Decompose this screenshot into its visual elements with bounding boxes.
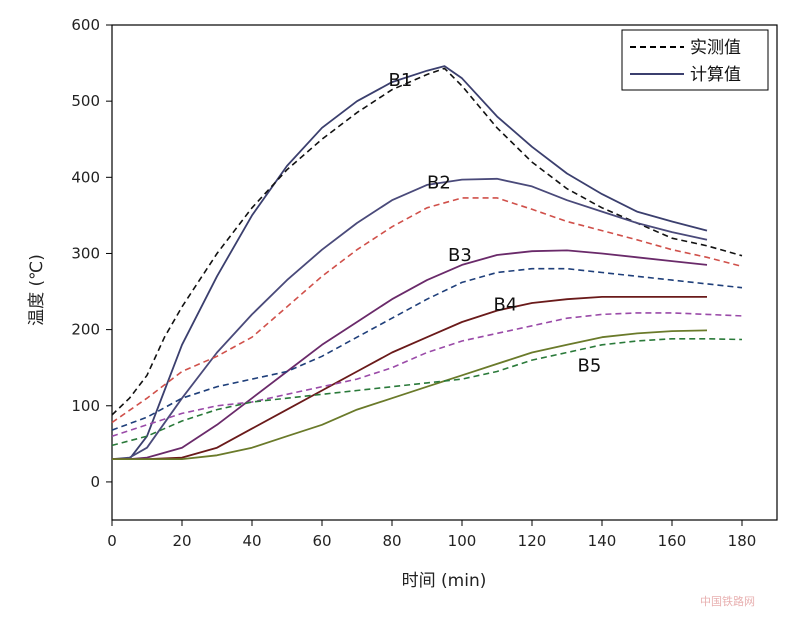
x-tick-label: 60 bbox=[312, 532, 331, 550]
series-line-b1-calculated bbox=[112, 65, 708, 460]
x-tick-label: 80 bbox=[382, 532, 401, 550]
x-tick-label: 160 bbox=[658, 532, 687, 550]
series-line-b4-measured bbox=[111, 312, 743, 437]
x-tick-label: 180 bbox=[728, 532, 757, 550]
series-lines bbox=[111, 65, 743, 460]
legend-calculated-label: 计算值 bbox=[690, 65, 741, 85]
legend: 实测值 计算值 bbox=[621, 29, 769, 91]
series-label-b3: B3 bbox=[448, 245, 472, 266]
plot-frame bbox=[111, 24, 778, 521]
y-axis-label: 温度 (℃) bbox=[27, 254, 47, 326]
series-line-b4-calculated bbox=[112, 296, 707, 460]
x-tick-label: 120 bbox=[518, 532, 547, 550]
series-label-b2: B2 bbox=[427, 173, 451, 194]
x-tick-label: 40 bbox=[242, 532, 261, 550]
legend-box bbox=[621, 29, 769, 91]
y-tick-label: 0 bbox=[90, 473, 100, 491]
x-tick-label: 140 bbox=[588, 532, 617, 550]
series-label-b1: B1 bbox=[389, 70, 413, 91]
x-tick-label: 20 bbox=[172, 532, 191, 550]
x-tick-label: 100 bbox=[448, 532, 477, 550]
y-tick-label: 500 bbox=[71, 92, 100, 110]
series-line-b1-measured bbox=[111, 67, 743, 416]
series-label-b4: B4 bbox=[494, 295, 518, 316]
x-axis-label: 时间 (min) bbox=[402, 571, 487, 591]
y-tick-label: 200 bbox=[71, 321, 100, 339]
watermark: 中国铁路网 bbox=[700, 595, 755, 608]
y-tick-label: 600 bbox=[71, 16, 100, 34]
series-line-b3-measured bbox=[111, 267, 743, 431]
axis-ticks: 0 20 40 60 80 100 120 140 160 180 0 100 200 300 400 500… bbox=[71, 16, 756, 550]
y-tick-label: 300 bbox=[71, 244, 100, 262]
x-tick-label: 0 bbox=[107, 532, 117, 550]
series-line-b3-calculated bbox=[112, 249, 708, 460]
series-annotations: B1 B2 B3 B4 B5 bbox=[389, 70, 602, 377]
series-label-b5: B5 bbox=[578, 356, 602, 377]
series-line-b2-measured bbox=[111, 197, 743, 424]
series-line-b2-calculated bbox=[111, 177, 708, 460]
series-line-b5-measured bbox=[111, 338, 743, 447]
y-tick-label: 400 bbox=[71, 168, 100, 186]
y-tick-label: 100 bbox=[71, 397, 100, 415]
series-line-b5-calculated bbox=[112, 329, 708, 460]
legend-measured-label: 实测值 bbox=[690, 38, 741, 58]
